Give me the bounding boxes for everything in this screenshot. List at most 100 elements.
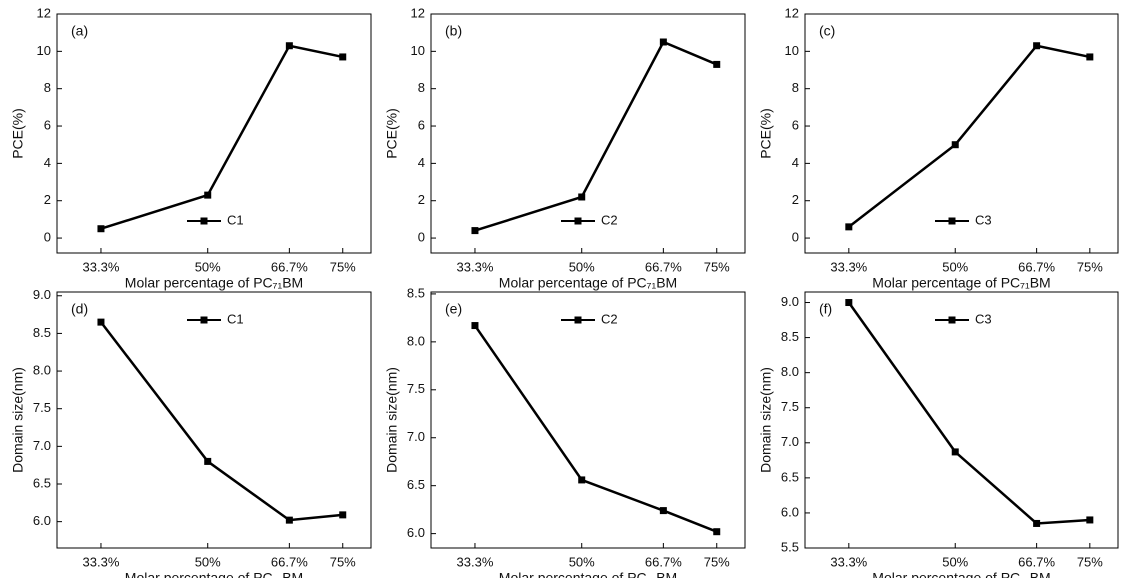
x-axis-label: Molar percentage of PC₇₁BM — [125, 275, 303, 291]
x-tick-label: 50% — [569, 554, 595, 569]
panel-label: (c) — [819, 23, 835, 39]
legend-marker — [948, 316, 956, 324]
plot-frame — [804, 291, 1119, 549]
y-tick-label: 7.5 — [781, 399, 799, 414]
legend-label: C2 — [601, 212, 618, 227]
data-marker — [1086, 53, 1094, 61]
legend-label: C2 — [601, 311, 618, 326]
y-tick-label: 4 — [418, 155, 425, 170]
data-marker — [204, 457, 212, 465]
x-tick-label: 66.7% — [1018, 554, 1055, 569]
y-tick-label: 7.5 — [407, 381, 425, 396]
y-axis-label: Domain size(nm) — [10, 367, 26, 473]
plot-frame — [56, 13, 372, 254]
x-tick-label: 50% — [942, 259, 968, 274]
plot-frame — [804, 13, 1119, 254]
x-tick-label: 50% — [195, 259, 221, 274]
y-tick-label: 8.5 — [407, 285, 425, 300]
panel: 0 2 4 6 8 10 12 33.3% 50% 66.7% 75% Molar percentag… — [384, 5, 746, 291]
y-tick-label: 5.5 — [781, 539, 799, 554]
x-tick-label: 50% — [942, 554, 968, 569]
x-axis-label: Molar percentage of PC₇₁BM — [872, 275, 1050, 291]
plot-frame — [430, 13, 746, 254]
y-tick-label: 8.5 — [781, 329, 799, 344]
x-tick-label: 75% — [1077, 259, 1103, 274]
y-tick-label: 10 — [785, 43, 799, 58]
x-tick-label: 33.3% — [830, 259, 867, 274]
panel: 6.0 6.5 7.0 7.5 8.0 8.5 33.3% 50% 66.7% 75% Molar … — [384, 285, 746, 583]
y-tick-label: 6 — [418, 117, 425, 132]
x-tick-label: 75% — [704, 554, 730, 569]
y-tick-label: 10 — [37, 43, 51, 58]
y-tick-label: 6.5 — [781, 469, 799, 484]
data-marker — [845, 299, 853, 307]
y-tick-label: 6.0 — [781, 504, 799, 519]
y-tick-label: 7.0 — [33, 438, 51, 453]
legend-label: C1 — [227, 311, 244, 326]
data-marker — [845, 223, 853, 231]
panel-label: (f) — [819, 301, 832, 317]
y-tick-label: 6.0 — [407, 525, 425, 540]
data-marker — [97, 225, 105, 233]
x-tick-label: 66.7% — [1018, 259, 1055, 274]
data-marker — [339, 511, 347, 519]
y-axis-label: PCE(%) — [758, 108, 774, 159]
data-marker — [659, 38, 667, 46]
x-tick-label: 33.3% — [457, 554, 494, 569]
y-tick-label: 0 — [418, 230, 425, 245]
data-line — [473, 324, 718, 533]
data-marker — [951, 141, 959, 149]
legend-label: C3 — [975, 212, 992, 227]
data-marker — [204, 191, 212, 199]
y-tick-label: 0 — [44, 230, 51, 245]
data-marker — [713, 60, 721, 68]
y-tick-label: 2 — [418, 192, 425, 207]
x-tick-label: 50% — [569, 259, 595, 274]
legend-label: C3 — [975, 311, 992, 326]
legend-marker — [200, 316, 208, 324]
y-axis-label: PCE(%) — [384, 108, 400, 159]
y-axis-label: PCE(%) — [10, 108, 26, 159]
x-tick-label: 66.7% — [271, 259, 308, 274]
y-tick-label: 12 — [411, 5, 425, 20]
data-line — [99, 321, 343, 522]
y-tick-label: 9.0 — [33, 287, 51, 302]
y-tick-label: 8.0 — [33, 362, 51, 377]
data-marker — [951, 448, 959, 456]
y-tick-label: 8.5 — [33, 325, 51, 340]
data-marker — [578, 476, 586, 484]
y-axis-label: Domain size(nm) — [758, 367, 774, 473]
legend-marker — [574, 316, 582, 324]
x-axis-label: Molar percentage of PC₇₁BM — [499, 570, 677, 578]
data-line — [474, 40, 718, 232]
legend-marker — [948, 217, 956, 225]
data-line — [100, 44, 343, 230]
y-tick-label: 2 — [44, 192, 51, 207]
data-marker — [339, 53, 347, 61]
data-marker — [1033, 42, 1041, 50]
data-marker — [285, 42, 293, 50]
y-tick-label: 6.5 — [33, 475, 51, 490]
data-marker — [578, 193, 586, 201]
x-axis-label: Molar percentage of PC₇₁BM — [125, 570, 303, 578]
data-marker — [1033, 519, 1041, 527]
y-tick-label: 7.0 — [407, 429, 425, 444]
panel: 6.0 6.5 7.0 7.5 8.0 8.5 9.0 33.3% 50% 66.7% 75% Mol… — [10, 287, 372, 583]
y-tick-label: 12 — [37, 5, 51, 20]
data-marker — [471, 227, 479, 235]
x-tick-label: 33.3% — [830, 554, 867, 569]
y-tick-label: 6 — [44, 117, 51, 132]
panel-label: (e) — [445, 301, 462, 317]
plot-frame — [430, 291, 746, 549]
y-tick-label: 2 — [792, 192, 799, 207]
y-tick-label: 6.0 — [33, 513, 51, 528]
y-axis-label: Domain size(nm) — [384, 367, 400, 473]
y-tick-label: 7.0 — [781, 434, 799, 449]
legend-marker — [200, 217, 208, 225]
x-tick-label: 33.3% — [83, 259, 120, 274]
data-marker — [1086, 516, 1094, 524]
x-tick-label: 75% — [704, 259, 730, 274]
x-axis-label: Molar percentage of PC₇₁BM — [872, 570, 1050, 578]
y-tick-label: 7.5 — [33, 400, 51, 415]
